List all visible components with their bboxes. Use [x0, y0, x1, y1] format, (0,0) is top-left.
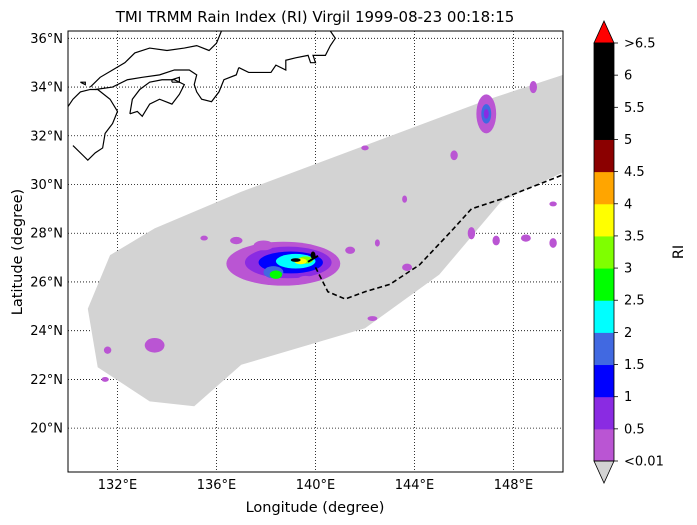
y-tick-label: 28°N — [30, 227, 63, 242]
colorbar-band — [594, 43, 614, 76]
rain-cell — [230, 236, 243, 245]
coastline — [95, 67, 240, 103]
storm-track — [314, 174, 563, 300]
rain-cell — [467, 227, 476, 240]
x-tick-label: 148°E — [494, 478, 534, 493]
rain-cell — [450, 150, 458, 161]
coastline — [238, 31, 337, 74]
colorbar-tick-label: <0.01 — [624, 455, 664, 470]
colorbar-band — [594, 364, 614, 398]
rain-cell — [253, 240, 274, 251]
coastline — [89, 31, 223, 88]
rain-cell — [374, 239, 380, 247]
colorbar-tick-label: 4 — [624, 197, 632, 212]
colorbar-tick-label: 3.5 — [624, 229, 645, 244]
colorbar-band — [594, 396, 614, 430]
rain-cell — [103, 346, 112, 354]
colorbar-band — [594, 203, 614, 237]
coastline — [129, 79, 186, 118]
coastline-layer — [68, 31, 337, 161]
rain-cell — [290, 258, 301, 262]
colorbar-tick-label: 3 — [624, 262, 632, 277]
tmi-swath — [87, 74, 563, 407]
coastline — [68, 88, 119, 161]
rain-cell — [345, 246, 356, 254]
rain-cell — [269, 270, 283, 279]
x-axis-label: Longitude (degree) — [246, 500, 385, 516]
colorbar: <0.01 0.5 1 1.5 2 2.5 3 3.5 4 4.5 5 5.5 6 >6.5 — [593, 20, 664, 484]
colorbar-band — [594, 107, 614, 140]
colorbar-band — [594, 139, 614, 173]
colorbar-band — [594, 235, 614, 269]
colorbar-tick-label: 4.5 — [624, 165, 645, 180]
rain-cell — [549, 201, 557, 207]
colorbar-tick-label: 2 — [624, 326, 632, 341]
rain-cell — [483, 108, 489, 119]
rain-cell — [492, 235, 500, 246]
rain-cell — [200, 235, 208, 241]
y-axis-label: Latitude (degree) — [10, 189, 26, 315]
storm-track-layer — [307, 174, 563, 300]
x-tick-label: 144°E — [395, 478, 435, 493]
chart-title: TMI TRMM Rain Index (RI) Virgil 1999-08-… — [115, 8, 515, 26]
rain-cell — [361, 145, 369, 151]
y-tick-label: 26°N — [30, 275, 63, 290]
y-tick-label: 36°N — [30, 32, 63, 47]
x-axis: 132°E 136°E 140°E 144°E 148°E — [98, 478, 534, 493]
rain-cell — [549, 238, 557, 248]
colorbar-label: RI — [671, 245, 687, 259]
storm-center-marker — [307, 254, 319, 263]
colorbar-band — [594, 332, 614, 366]
colorbar-band — [594, 171, 614, 205]
y-tick-label: 22°N — [30, 373, 63, 388]
colorbar-tick-label: 2.5 — [624, 294, 645, 309]
colorbar-extend-max — [593, 20, 615, 44]
rain-cell — [520, 234, 531, 242]
colorbar-tick-label: >6.5 — [624, 37, 656, 52]
colorbar-band — [594, 268, 614, 301]
y-tick-label: 24°N — [30, 324, 63, 339]
colorbar-tick-label: 1 — [624, 390, 632, 405]
colorbar-band — [594, 300, 614, 333]
colorbar-tick-label: 6 — [624, 69, 632, 84]
y-tick-label: 34°N — [30, 81, 63, 96]
colorbar-extend-min — [593, 460, 615, 484]
x-tick-label: 136°E — [197, 478, 237, 493]
rain-cell — [402, 263, 413, 271]
swath-layer — [87, 74, 563, 407]
colorbar-tick-label: 5 — [624, 133, 632, 148]
rain-cell — [144, 337, 165, 353]
colorbar-band — [594, 75, 614, 108]
coastline — [80, 81, 86, 86]
colorbar-frame — [593, 42, 615, 462]
y-tick-label: 20°N — [30, 422, 63, 437]
rain-cell — [298, 275, 314, 284]
colorbar-tick-label: 5.5 — [624, 101, 645, 116]
rain-cell — [402, 195, 408, 203]
x-tick-label: 140°E — [296, 478, 336, 493]
colorbar-tick-label: 0.5 — [624, 422, 645, 437]
colorbar-band — [594, 428, 614, 462]
rain-cell — [529, 80, 538, 94]
rain-cell — [367, 316, 378, 321]
rain-cell — [101, 376, 109, 382]
plot-frame — [67, 30, 564, 473]
y-tick-label: 32°N — [30, 129, 63, 144]
x-tick-label: 132°E — [98, 478, 138, 493]
y-tick-label: 30°N — [30, 178, 63, 193]
coastline — [171, 76, 180, 83]
colorbar-tick-label: 1.5 — [624, 358, 645, 373]
y-axis: 20°N 22°N 24°N 26°N 28°N 30°N 32°N 34°N 36°N — [30, 32, 63, 437]
